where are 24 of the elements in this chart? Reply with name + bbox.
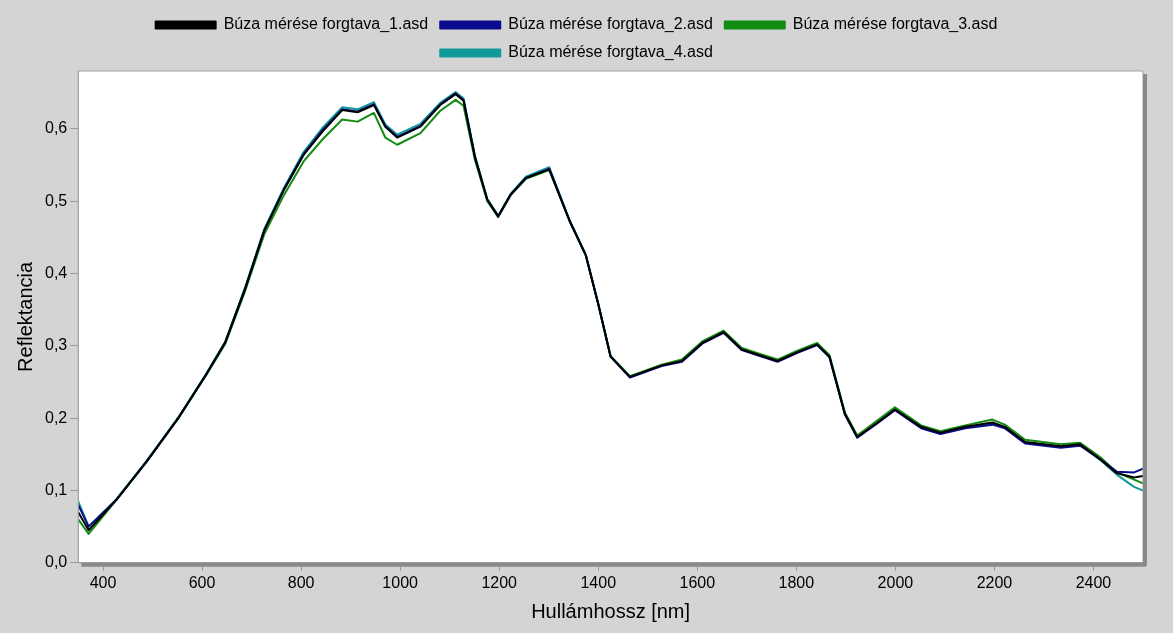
- y-tick-label: 0,4: [44, 263, 68, 281]
- x-tick-label: 600: [188, 573, 216, 591]
- x-tick-label: 1400: [580, 573, 617, 591]
- y-tick-label: 0,1: [44, 480, 68, 498]
- y-tick-label: 0,2: [44, 408, 68, 426]
- y-tick-label: 0,6: [44, 119, 68, 137]
- y-tick-label: 0,0: [44, 553, 68, 571]
- x-tick-label: 1600: [679, 573, 716, 591]
- x-tick-label: 1000: [382, 573, 419, 591]
- x-tick-label: 2400: [1075, 573, 1112, 591]
- y-axis-title: Reflektancia: [13, 261, 36, 372]
- x-tick-label: 400: [89, 573, 117, 591]
- y-tick-label: 0,5: [44, 191, 68, 209]
- x-tick-label: 1200: [481, 573, 518, 591]
- y-tick-label: 0,3: [44, 336, 68, 354]
- legend-label: Búza mérése forgtava_4.asd: [508, 43, 713, 62]
- x-tick-label: 2000: [877, 573, 914, 591]
- x-tick-label: 2200: [976, 573, 1013, 591]
- legend-label: Búza mérése forgtava_2.asd: [508, 15, 713, 34]
- x-axis-title: Hullámhossz [nm]: [531, 599, 691, 622]
- legend-label: Búza mérése forgtava_1.asd: [223, 15, 429, 34]
- x-tick-label: 800: [287, 573, 315, 591]
- x-tick-label: 1800: [778, 573, 815, 591]
- legend-label: Búza mérése forgtava_3.asd: [792, 15, 998, 34]
